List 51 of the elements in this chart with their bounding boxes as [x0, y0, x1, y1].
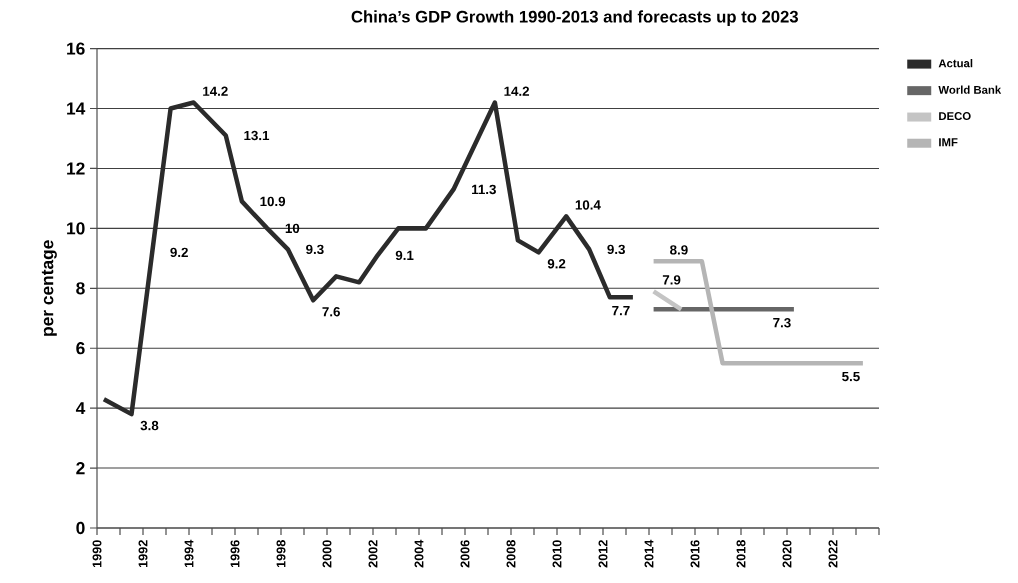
- data-label: 13.1: [244, 130, 270, 141]
- y-tick-label: 14: [67, 102, 86, 115]
- legend-label: World Bank: [938, 85, 1002, 94]
- data-label: 10.9: [260, 196, 286, 207]
- data-label: 14.2: [203, 86, 228, 96]
- y-tick-label: 6: [76, 342, 85, 355]
- chart-title: China’s GDP Growth 1990-2013 and forecasts up to 2023: [351, 10, 798, 26]
- data-label: 9.3: [607, 244, 625, 255]
- x-tick-label: 2016: [690, 540, 700, 568]
- y-tick-label: 0: [76, 521, 85, 535]
- x-tick-label: 2004: [414, 539, 424, 568]
- y-tick-label: 16: [67, 42, 85, 55]
- y-tick-label: 10: [67, 222, 85, 235]
- y-tick-label: 2: [76, 462, 85, 475]
- x-tick-label: 1990: [92, 540, 102, 568]
- x-tick-label: 1998: [276, 540, 286, 568]
- data-label: 9.3: [306, 244, 324, 255]
- x-tick-label: 2012: [598, 540, 608, 568]
- line-series: [101, 100, 636, 417]
- x-tick-label: 2018: [736, 540, 746, 568]
- data-label: 14.2: [504, 86, 530, 96]
- y-tick-label: 12: [67, 162, 85, 175]
- legend-label: Actual: [938, 58, 973, 68]
- y-tick-label: 4: [75, 402, 86, 415]
- data-label: 11.3: [472, 184, 496, 195]
- y-tick-label: 8: [76, 282, 85, 295]
- x-tick-label: 2008: [506, 540, 516, 568]
- data-label: 9.2: [170, 247, 188, 258]
- x-tick-label: 2000: [322, 540, 332, 568]
- x-tick-label: 2010: [552, 540, 562, 568]
- data-label: 9.2: [547, 259, 566, 269]
- x-tick-label: 2006: [460, 540, 470, 568]
- x-tick-label: 1992: [138, 540, 148, 568]
- data-label: 7.3: [773, 317, 791, 328]
- x-tick-label: 2020: [782, 540, 792, 568]
- data-label: 5.5: [842, 371, 860, 382]
- data-label: 9.1: [395, 250, 414, 261]
- data-label: 10.4: [575, 200, 601, 210]
- x-tick-label: 2022: [828, 540, 838, 568]
- x-tick-label: 2002: [368, 540, 378, 568]
- data-label: 8.9: [670, 245, 688, 255]
- x-tick-label: 1996: [230, 540, 240, 568]
- y-axis-title: per centage: [41, 240, 57, 336]
- legend-label: IMF: [939, 138, 958, 147]
- data-label: 7.6: [322, 307, 340, 317]
- legend-label: DECO: [939, 112, 971, 121]
- x-tick-label: 1994: [184, 539, 194, 568]
- x-tick-label: 2014: [644, 539, 654, 568]
- data-label: 3.8: [140, 420, 159, 431]
- data-label: 7.7: [612, 305, 630, 316]
- data-label: 7.9: [662, 275, 681, 285]
